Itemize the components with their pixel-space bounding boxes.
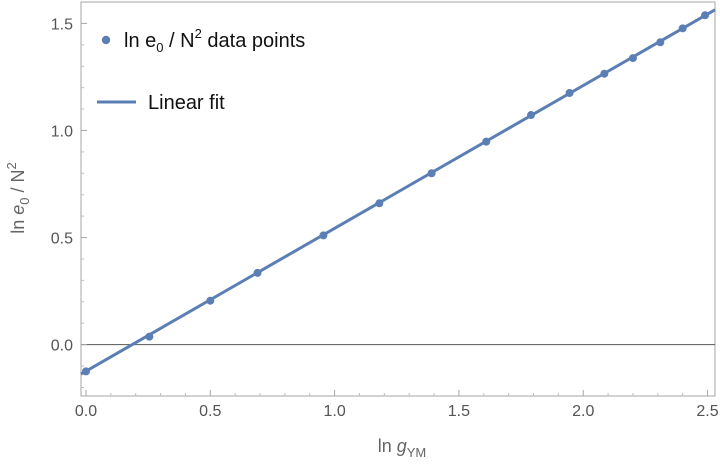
data-point	[678, 24, 687, 33]
data-point	[81, 367, 90, 376]
x-tick-label: 0.5	[199, 403, 221, 420]
legend-label-fit: Linear fit	[148, 92, 225, 114]
x-axis-label: ln gYM	[378, 436, 427, 460]
data-point	[527, 111, 536, 120]
fit-line-layer	[80, 8, 716, 376]
plot-frame	[80, 1, 716, 397]
data-point	[628, 54, 637, 63]
data-point	[482, 137, 491, 146]
data-point	[701, 11, 710, 20]
y-tick-label: 0.0	[51, 338, 73, 355]
x-tick-label: 0.0	[75, 403, 97, 420]
x-tick-label: 1.0	[323, 403, 345, 420]
legend-label-points: ln e0 / N2 data points	[124, 26, 305, 55]
data-point	[565, 89, 574, 98]
data-point	[656, 38, 665, 47]
y-tick-label: 1.0	[51, 123, 73, 140]
data-point	[253, 268, 262, 277]
data-point	[375, 199, 384, 208]
x-tick-label: 2.5	[696, 403, 718, 420]
x-tick-label: 1.5	[448, 403, 470, 420]
y-tick-label: 1.5	[51, 16, 73, 33]
x-tick-label: 2.0	[572, 403, 594, 420]
legend: ln e0 / N2 data points Linear fit	[97, 26, 305, 114]
data-point	[319, 231, 328, 240]
data-point	[206, 296, 215, 305]
legend-marker-points	[101, 35, 111, 45]
x-axis-ticks: 0.0 0.5 1.0 1.5 2.0 2.5	[75, 390, 719, 420]
data-point	[600, 69, 609, 78]
fit-line	[80, 8, 716, 376]
data-point	[145, 332, 154, 341]
y-axis-ticks: 0.0 0.5 1.0 1.5	[51, 16, 87, 388]
y-axis-label: ln e0 / N2	[4, 162, 32, 234]
data-point	[427, 169, 436, 178]
data-points-layer	[81, 11, 710, 376]
y-tick-label: 0.5	[51, 231, 73, 248]
